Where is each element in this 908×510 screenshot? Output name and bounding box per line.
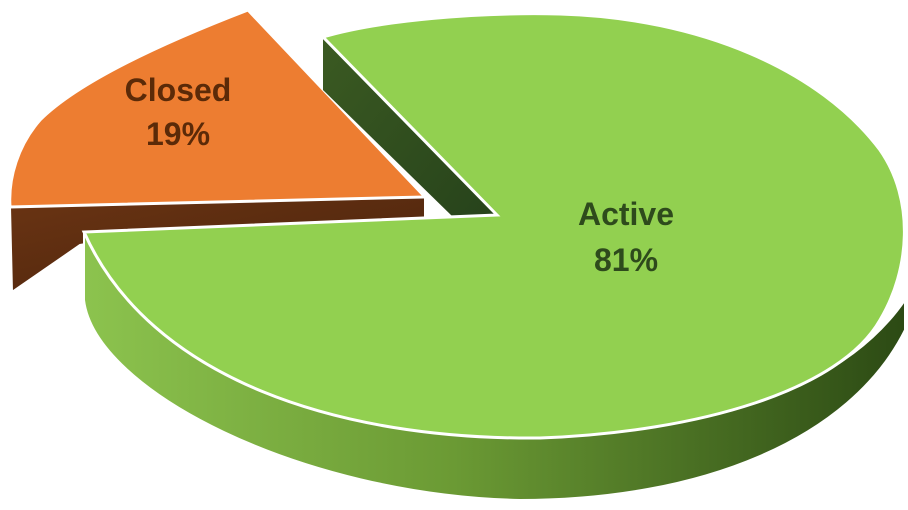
slice-active: Active 81% xyxy=(81,12,906,502)
slice-label-active: Active xyxy=(578,196,674,232)
slice-active-cut-face xyxy=(323,37,497,260)
slice-active-top xyxy=(81,12,906,440)
slice-value-active: 81% xyxy=(594,242,658,278)
slice-label-closed: Closed xyxy=(125,72,232,108)
slice-value-closed: 19% xyxy=(146,116,210,152)
slice-closed-top xyxy=(8,8,429,209)
